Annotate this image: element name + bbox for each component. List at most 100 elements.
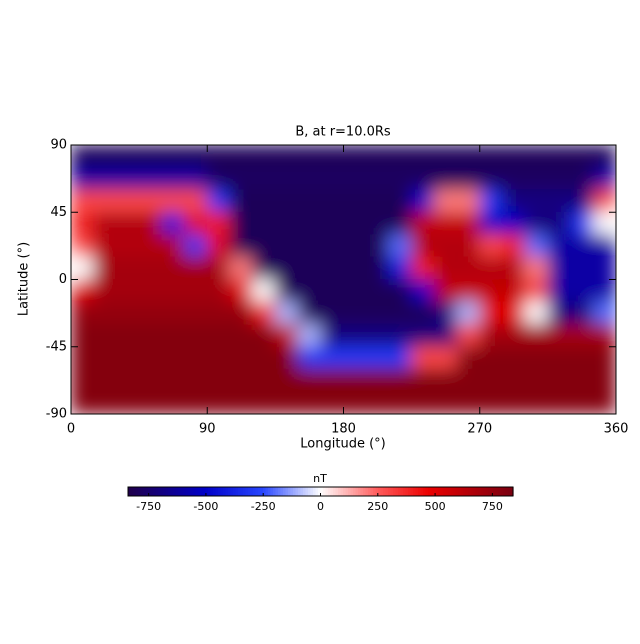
- heat-cell: [433, 256, 458, 280]
- colorbar-swatch: [343, 487, 347, 496]
- heat-cell: [297, 279, 322, 303]
- colorbar-swatch: [443, 487, 447, 496]
- colorbar-swatch: [275, 487, 279, 496]
- heat-cell: [93, 323, 117, 348]
- colorbar-tick-label: -500: [193, 500, 218, 513]
- colorbar-swatch: [383, 487, 387, 496]
- colorbar-swatch: [280, 487, 284, 496]
- heat-cell: [138, 368, 163, 393]
- colorbar-swatch: [260, 487, 264, 496]
- heat-cell: [161, 211, 186, 236]
- heat-cell: [592, 391, 616, 414]
- colorbar-swatch: [345, 487, 349, 496]
- colorbar-swatch: [155, 487, 159, 496]
- heat-cell: [547, 145, 572, 168]
- colorbar-swatch: [430, 487, 434, 496]
- heat-cell: [592, 346, 616, 370]
- heat-cell: [388, 166, 413, 191]
- colorbar-swatch: [128, 487, 132, 496]
- colorbar-swatch: [455, 487, 459, 496]
- heat-cell: [388, 279, 413, 303]
- heat-cell: [479, 234, 503, 258]
- colorbar-swatch: [130, 487, 134, 496]
- heat-cell: [343, 323, 367, 348]
- heat-cell: [570, 368, 594, 393]
- x-axis-label: Longitude (°): [300, 437, 385, 452]
- heat-cell: [365, 211, 390, 236]
- heat-cell: [411, 145, 435, 168]
- y-tick-label: 90: [50, 138, 67, 153]
- colorbar-swatch: [483, 487, 487, 496]
- heat-cell: [320, 279, 344, 303]
- heat-cell: [524, 234, 549, 258]
- heat-cell: [479, 391, 503, 414]
- colorbar-swatch: [475, 487, 479, 496]
- colorbar-swatch: [288, 487, 292, 496]
- heat-cell: [592, 166, 616, 191]
- colorbar-swatch: [365, 487, 369, 496]
- heat-cell: [365, 279, 390, 303]
- heat-cell: [411, 368, 435, 393]
- heat-cell: [320, 211, 344, 236]
- colorbar-swatch: [175, 487, 179, 496]
- colorbar-swatch: [410, 487, 414, 496]
- colorbar-swatch: [253, 487, 257, 496]
- colorbar-swatch: [425, 487, 429, 496]
- colorbar-swatch: [198, 487, 202, 496]
- colorbar-swatch: [398, 487, 402, 496]
- heat-cell: [456, 256, 481, 280]
- heat-cell: [115, 145, 140, 168]
- colorbar-swatch: [263, 487, 267, 496]
- colorbar-swatch: [313, 487, 317, 496]
- heat-cell: [524, 323, 549, 348]
- heat-cell: [501, 323, 526, 348]
- heat-cell: [501, 166, 526, 191]
- heat-cell: [411, 234, 435, 258]
- heat-cell: [252, 346, 276, 370]
- heat-cell: [411, 166, 435, 191]
- heat-cell: [138, 301, 163, 325]
- heat-cell: [570, 346, 594, 370]
- heat-cell: [570, 166, 594, 191]
- colorbar-swatch: [480, 487, 484, 496]
- heat-cell: [229, 368, 254, 393]
- heat-cell: [320, 145, 344, 168]
- heat-cell: [252, 166, 276, 191]
- heat-cell: [71, 189, 95, 213]
- heat-cell: [570, 211, 594, 236]
- colorbar-swatch: [400, 487, 404, 496]
- heat-cell: [501, 368, 526, 393]
- colorbar-tick-label: 0: [317, 500, 324, 513]
- colorbar-swatch: [438, 487, 442, 496]
- colorbar-swatch: [303, 487, 307, 496]
- heat-cell: [524, 346, 549, 370]
- colorbar-swatch: [505, 487, 509, 496]
- heat-cell: [547, 368, 572, 393]
- heat-cell: [592, 256, 616, 280]
- colorbar-swatch: [338, 487, 342, 496]
- heat-cell: [388, 211, 413, 236]
- heat-cell: [229, 234, 254, 258]
- colorbar-swatch: [473, 487, 477, 496]
- heat-cell: [570, 145, 594, 168]
- colorbar-swatch: [258, 487, 262, 496]
- colorbar-swatch: [323, 487, 327, 496]
- heat-cell: [161, 368, 186, 393]
- x-tick-label: 180: [331, 422, 356, 437]
- heat-cell: [115, 368, 140, 393]
- heat-cell: [456, 211, 481, 236]
- heat-cell: [570, 301, 594, 325]
- heat-cell: [592, 301, 616, 325]
- colorbar-swatch: [298, 487, 302, 496]
- heat-cell: [365, 391, 390, 414]
- colorbar-swatch: [465, 487, 469, 496]
- colorbar-swatch: [478, 487, 482, 496]
- heat-cell: [184, 166, 208, 191]
- colorbar-swatch: [320, 487, 324, 496]
- heat-cell: [206, 234, 231, 258]
- heat-cell: [229, 301, 254, 325]
- colorbar-swatch: [498, 487, 502, 496]
- heat-cell: [184, 189, 208, 213]
- heat-cell: [274, 166, 299, 191]
- heat-cell: [570, 256, 594, 280]
